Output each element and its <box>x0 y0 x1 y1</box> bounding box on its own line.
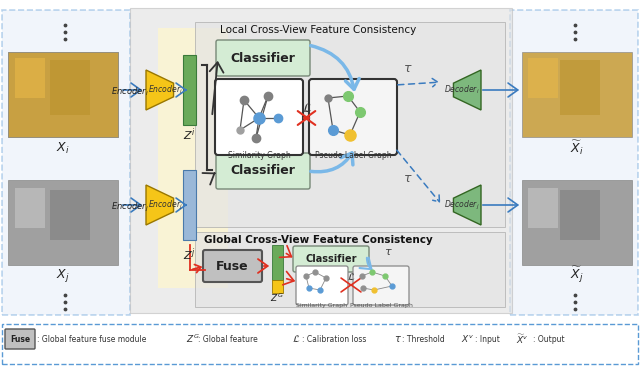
Bar <box>15 188 45 228</box>
Bar <box>522 52 632 137</box>
FancyBboxPatch shape <box>353 266 409 305</box>
Text: Local Cross-View Feature Consistency: Local Cross-View Feature Consistency <box>220 25 416 35</box>
Text: $Encoder_i$: $Encoder_i$ <box>148 84 182 96</box>
FancyBboxPatch shape <box>203 250 262 282</box>
FancyBboxPatch shape <box>309 79 397 155</box>
Text: : Threshold: : Threshold <box>402 335 445 344</box>
Bar <box>195 22 505 227</box>
Text: : Input: : Input <box>475 335 500 344</box>
Text: $\tau$: $\tau$ <box>394 334 402 344</box>
Bar <box>50 60 90 115</box>
Text: $X_j$: $X_j$ <box>56 266 70 283</box>
Text: Pseudo Label Graph: Pseudo Label Graph <box>315 151 391 160</box>
Text: $Encoder_j$: $Encoder_j$ <box>148 198 182 211</box>
Bar <box>158 28 228 288</box>
Bar <box>522 180 632 265</box>
FancyBboxPatch shape <box>296 266 348 305</box>
Bar <box>272 245 283 280</box>
Bar <box>528 58 558 98</box>
Text: : Calibration loss: : Calibration loss <box>302 335 366 344</box>
Text: $X^v$: $X^v$ <box>461 334 474 345</box>
Text: $\tau$: $\tau$ <box>403 62 413 75</box>
Text: Pseudo Label Graph: Pseudo Label Graph <box>349 302 412 308</box>
Text: Fuse: Fuse <box>216 259 248 273</box>
Bar <box>50 190 90 240</box>
Text: : Output: : Output <box>533 335 564 344</box>
Text: $\widetilde{X}_j$: $\widetilde{X}_j$ <box>570 265 584 285</box>
Text: $\tau$: $\tau$ <box>403 171 413 184</box>
Bar <box>8 52 118 137</box>
Text: : Global feature fuse module: : Global feature fuse module <box>37 335 147 344</box>
Bar <box>8 180 118 265</box>
Polygon shape <box>146 185 173 225</box>
Text: Classifier: Classifier <box>230 164 296 177</box>
Polygon shape <box>146 70 173 110</box>
Text: $Z^G$: $Z^G$ <box>186 333 200 345</box>
FancyBboxPatch shape <box>216 153 310 189</box>
Text: Classifier: Classifier <box>305 254 356 264</box>
Text: $Decoder_j$: $Decoder_j$ <box>444 198 480 211</box>
Bar <box>272 280 283 293</box>
Text: Similarity Graph: Similarity Graph <box>296 302 348 308</box>
Text: $\tau$: $\tau$ <box>383 247 392 257</box>
Text: $\widetilde{X}^v$: $\widetilde{X}^v$ <box>516 332 529 346</box>
Bar <box>2 324 638 364</box>
Bar <box>183 170 196 240</box>
Bar <box>560 190 600 240</box>
Text: $X_i$: $X_i$ <box>56 141 70 155</box>
Text: $Encoder_i$: $Encoder_i$ <box>111 86 149 98</box>
Polygon shape <box>454 185 481 225</box>
Text: $Encoder_j$: $Encoder_j$ <box>111 200 149 214</box>
Text: $\mathcal{L}$: $\mathcal{L}$ <box>292 334 300 345</box>
Bar <box>15 58 45 98</box>
Text: $Z^i$: $Z^i$ <box>182 127 195 143</box>
Text: : Global feature: : Global feature <box>198 335 258 344</box>
Bar <box>510 10 638 315</box>
Text: $Decoder_i$: $Decoder_i$ <box>444 84 480 96</box>
FancyBboxPatch shape <box>216 40 310 76</box>
Bar <box>130 8 512 313</box>
Bar <box>560 60 600 115</box>
Polygon shape <box>454 70 481 110</box>
Text: Similarity Graph: Similarity Graph <box>228 151 291 160</box>
FancyBboxPatch shape <box>5 329 35 349</box>
Bar <box>183 55 196 125</box>
Text: $Z^j$: $Z^j$ <box>182 247 195 263</box>
FancyBboxPatch shape <box>293 246 369 272</box>
Text: $\mathcal{L}$: $\mathcal{L}$ <box>302 102 312 115</box>
Text: $\mathcal{L}$: $\mathcal{L}$ <box>347 272 355 282</box>
Text: $\widetilde{X}_i$: $\widetilde{X}_i$ <box>570 139 584 157</box>
Text: Global Cross-View Feature Consistency: Global Cross-View Feature Consistency <box>204 235 433 245</box>
Bar <box>195 232 505 307</box>
Text: Fuse: Fuse <box>10 335 30 344</box>
Text: $Z^G$: $Z^G$ <box>270 292 284 304</box>
Bar <box>2 10 130 315</box>
Bar <box>8 52 118 137</box>
Bar <box>528 188 558 228</box>
FancyBboxPatch shape <box>215 79 303 155</box>
Text: Classifier: Classifier <box>230 52 296 65</box>
